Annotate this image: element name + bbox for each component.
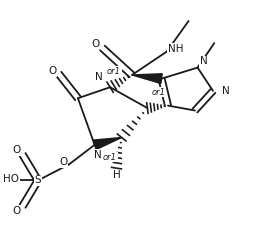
Text: H: H [113, 170, 121, 181]
Text: or1: or1 [103, 153, 117, 162]
Text: or1: or1 [151, 88, 165, 97]
Text: N: N [94, 150, 102, 160]
Text: NH: NH [168, 44, 183, 54]
Text: O: O [48, 66, 56, 76]
Polygon shape [93, 137, 122, 150]
Text: S: S [35, 175, 41, 186]
Text: N: N [95, 72, 102, 82]
Text: O: O [13, 145, 21, 155]
Text: O: O [59, 157, 67, 167]
Text: or1: or1 [107, 67, 121, 76]
Text: O: O [13, 206, 21, 216]
Text: N: N [222, 86, 230, 96]
Text: O: O [92, 39, 100, 49]
Text: HO: HO [3, 174, 19, 184]
Text: N: N [200, 57, 208, 66]
Polygon shape [132, 74, 162, 84]
